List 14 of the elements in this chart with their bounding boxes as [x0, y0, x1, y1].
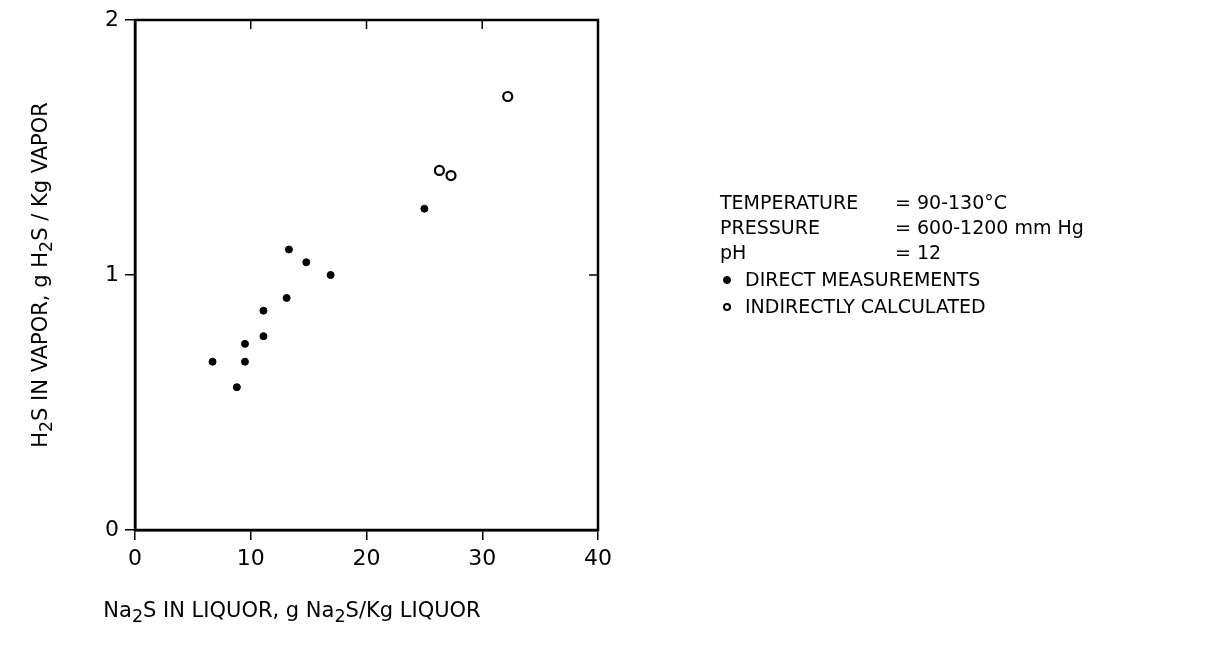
x-tick-label: 30 [468, 544, 497, 570]
text: TEMPERATURE = 90-130°C [720, 191, 1008, 213]
y-tick-label: 0 [105, 515, 119, 541]
x-axis-title: Na$_{2}$S IN LIQUOR, g Na$_{2}$S/Kg LIQUOR [103, 597, 481, 627]
legend-label: DIRECT MEASUREMENTS [745, 267, 981, 292]
x-tick-label: 0 [128, 544, 142, 570]
text: PRESSURE = 600-1200 mm Hg [720, 216, 1084, 238]
x-tick-label: 10 [236, 544, 265, 570]
y-tick-label: 1 [105, 260, 119, 286]
legend-label: INDIRECTLY CALCULATED [745, 294, 986, 319]
x-tick-label: 20 [352, 544, 381, 570]
x-tick-label: 40 [584, 544, 612, 570]
y-tick-label: 2 [105, 5, 119, 31]
text: pH = 12 [720, 241, 942, 263]
